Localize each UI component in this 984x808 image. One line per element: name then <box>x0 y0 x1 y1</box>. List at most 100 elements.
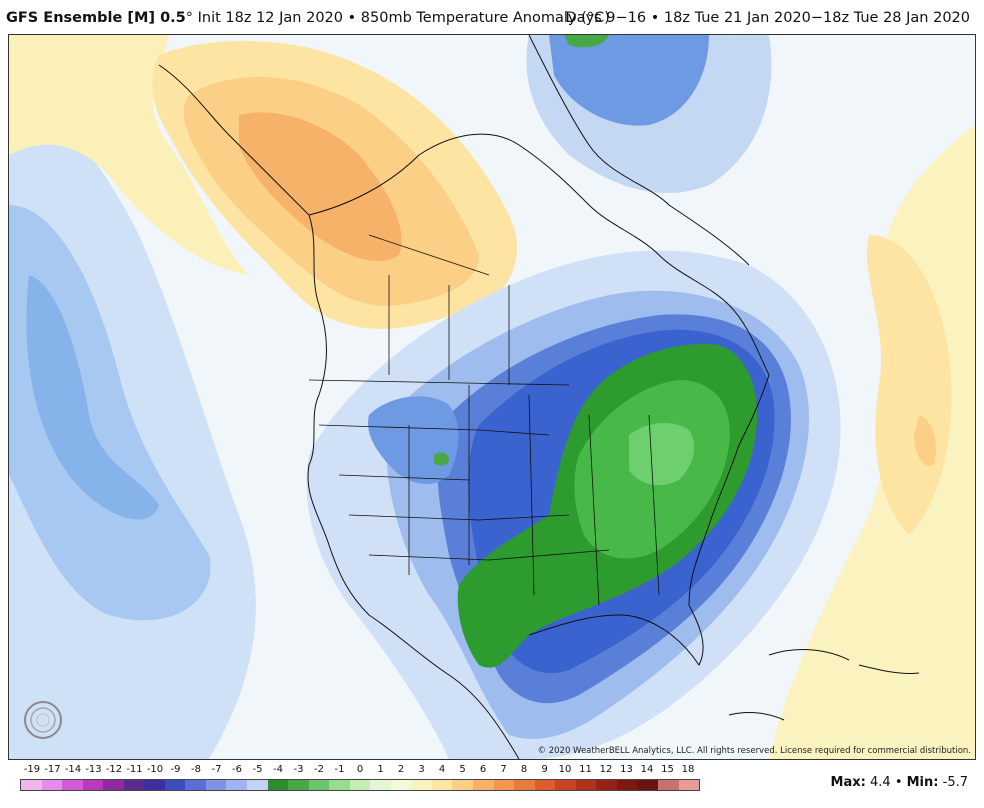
legend-label: -13 <box>85 764 102 775</box>
legend-label: -5 <box>252 764 263 775</box>
caribbean-islands <box>728 649 920 721</box>
legend-swatch <box>144 780 165 790</box>
legend-swatch <box>431 780 453 790</box>
legend-swatch <box>473 780 494 790</box>
legend-label: -17 <box>44 764 61 775</box>
field-name: 850mb Temperature Anomaly (°C) <box>360 10 610 26</box>
legend-label: -10 <box>146 764 164 775</box>
legend-swatch <box>637 780 658 790</box>
legend-labels: -19 -17 -14 -13 -12 -11 -10 -9 -8 -7 -6 -5 -4 -3 -2 -1 0… <box>20 764 700 778</box>
legend-swatch <box>596 780 617 790</box>
legend-label: 6 <box>479 764 487 775</box>
legend-swatch <box>349 780 371 790</box>
legend-swatch <box>555 780 576 790</box>
legend-swatch <box>226 780 248 790</box>
min-label: Min: <box>906 775 939 790</box>
legend-label: -4 <box>273 764 283 775</box>
legend-label: 4 <box>438 764 446 775</box>
legend-label: -8 <box>191 764 201 775</box>
min-value: -5.7 <box>942 775 968 790</box>
legend-label: -6 <box>232 764 242 775</box>
color-legend: -19 -17 -14 -13 -12 -11 -10 -9 -8 -7 -6 -5 -4 -3 -2 -1 0… <box>20 764 700 794</box>
weatherbell-logo <box>21 695 107 745</box>
degree-symbol: ° <box>185 10 193 26</box>
legend-swatch <box>288 780 309 790</box>
legend-swatch <box>514 780 535 790</box>
political-borders <box>308 234 660 606</box>
max-min-readout: Max: 4.4 • Min: -5.7 <box>831 775 968 790</box>
pacific-cool-core <box>9 205 211 621</box>
model-name: GFS Ensemble [M] 0.5 <box>6 10 186 26</box>
legend-label: 3 <box>418 764 425 775</box>
legend-label: 9 <box>541 764 548 775</box>
legend-label: 1 <box>377 764 384 775</box>
legend-label: 12 <box>599 764 613 775</box>
cold-core-inner <box>629 423 695 486</box>
anomaly-map: © 2020 WeatherBELL Analytics, LLC. All r… <box>8 34 976 760</box>
legend-label: 15 <box>661 764 674 775</box>
legend-label: -3 <box>293 764 304 775</box>
chart-title: GFS Ensemble [M] 0.5° Init 18z 12 Jan 20… <box>6 10 610 26</box>
legend-label: -19 <box>23 764 41 775</box>
alaska-warm-core <box>239 112 402 261</box>
legend-swatch <box>657 780 679 790</box>
legend-swatch <box>308 780 330 790</box>
max-label: Max: <box>830 775 866 790</box>
header: GFS Ensemble [M] 0.5° Init 18z 12 Jan 20… <box>0 0 984 34</box>
legend-label: -9 <box>170 764 181 775</box>
rockies-green-spot <box>434 452 449 466</box>
legend-label: 18 <box>681 764 695 775</box>
legend-swatch <box>370 780 391 790</box>
legend-label: 14 <box>640 764 654 775</box>
arctic-green-spot <box>564 35 609 48</box>
map-canvas <box>9 35 975 759</box>
legend-swatch <box>164 780 186 790</box>
legend-label: 11 <box>579 764 592 775</box>
atlantic-warm-spot <box>914 415 936 466</box>
legend-swatch <box>62 780 83 790</box>
legend-swatch <box>411 780 432 790</box>
pacific-warm-region <box>9 35 249 275</box>
legend-label: 2 <box>397 764 405 775</box>
legend-swatch <box>247 780 268 790</box>
copyright-notice: © 2020 WeatherBELL Analytics, LLC. All r… <box>537 746 971 756</box>
legend-label: 7 <box>500 764 507 775</box>
valid-period: Days 9−16 • 18z Tue 21 Jan 2020−18z Tue … <box>565 10 970 26</box>
coastlines <box>158 35 770 759</box>
legend-swatch <box>575 780 597 790</box>
legend-swatch <box>41 780 63 790</box>
legend-label: -12 <box>105 764 123 775</box>
arctic-cool-core <box>549 35 709 126</box>
legend-swatch <box>185 780 206 790</box>
legend-swatch <box>267 780 289 790</box>
legend-label: 10 <box>558 764 572 775</box>
pacific-cool-inner <box>26 275 160 520</box>
legend-swatch <box>390 780 412 790</box>
legend-label: -14 <box>64 764 82 775</box>
max-value: 4.4 <box>869 775 891 790</box>
legend-label: 8 <box>520 764 528 775</box>
weatherbell-logo-graphic <box>24 701 62 739</box>
legend-swatch <box>123 780 145 790</box>
legend-label: 5 <box>459 764 466 775</box>
legend-swatch <box>82 780 104 790</box>
legend-swatch <box>678 780 700 790</box>
legend-swatch <box>329 780 350 790</box>
legend-swatch <box>452 780 474 790</box>
legend-swatch <box>493 780 515 790</box>
legend-label: -1 <box>334 764 345 775</box>
legend-label: -11 <box>126 764 143 775</box>
legend-swatch <box>103 780 124 790</box>
legend-label: 13 <box>620 764 633 775</box>
maxmin-separator: • <box>894 775 903 790</box>
legend-swatch <box>534 780 556 790</box>
legend-swatch <box>205 780 227 790</box>
title-bullet: • <box>347 10 357 26</box>
legend-swatch <box>616 780 638 790</box>
legend-swatch <box>21 780 42 790</box>
legend-colorbar <box>20 779 700 791</box>
legend-label: -7 <box>211 764 222 775</box>
init-time: Init 18z 12 Jan 2020 <box>197 10 343 26</box>
legend-label: 0 <box>356 764 364 775</box>
legend-label: -2 <box>314 764 324 775</box>
